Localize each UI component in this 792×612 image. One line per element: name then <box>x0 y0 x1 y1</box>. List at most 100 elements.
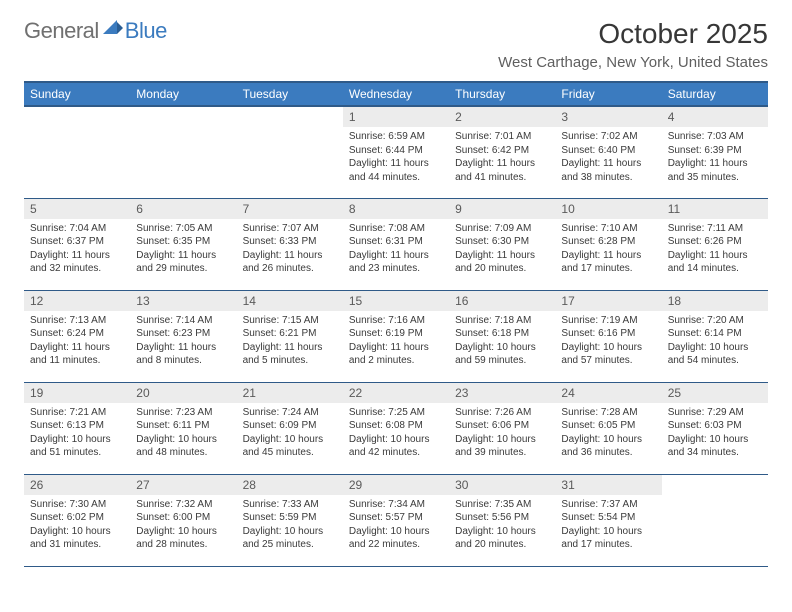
daylight-line: Daylight: 10 hours and 59 minutes. <box>455 341 549 368</box>
sunset-line: Sunset: 6:26 PM <box>668 235 762 249</box>
sunset-line: Sunset: 6:00 PM <box>136 511 230 525</box>
day-number: 18 <box>662 291 768 311</box>
calendar-cell: 23Sunrise: 7:26 AMSunset: 6:06 PMDayligh… <box>449 382 555 474</box>
sunset-line: Sunset: 6:16 PM <box>561 327 655 341</box>
day-number: 30 <box>449 475 555 495</box>
sunrise-line: Sunrise: 7:05 AM <box>136 222 230 236</box>
sunrise-line: Sunrise: 7:28 AM <box>561 406 655 420</box>
day-number: 22 <box>343 383 449 403</box>
sunset-line: Sunset: 6:05 PM <box>561 419 655 433</box>
sunset-line: Sunset: 5:54 PM <box>561 511 655 525</box>
calendar-cell: 3Sunrise: 7:02 AMSunset: 6:40 PMDaylight… <box>555 106 661 198</box>
cell-body: Sunrise: 7:02 AMSunset: 6:40 PMDaylight:… <box>555 127 661 188</box>
sunrise-line: Sunrise: 7:09 AM <box>455 222 549 236</box>
calendar-cell: 27Sunrise: 7:32 AMSunset: 6:00 PMDayligh… <box>130 474 236 566</box>
sunrise-line: Sunrise: 7:13 AM <box>30 314 124 328</box>
daylight-line: Daylight: 10 hours and 51 minutes. <box>30 433 124 460</box>
daylight-line: Daylight: 11 hours and 38 minutes. <box>561 157 655 184</box>
calendar-cell: 6Sunrise: 7:05 AMSunset: 6:35 PMDaylight… <box>130 198 236 290</box>
day-number: 8 <box>343 199 449 219</box>
daylight-line: Daylight: 11 hours and 23 minutes. <box>349 249 443 276</box>
sunrise-line: Sunrise: 6:59 AM <box>349 130 443 144</box>
sunrise-line: Sunrise: 7:35 AM <box>455 498 549 512</box>
calendar-cell: 28Sunrise: 7:33 AMSunset: 5:59 PMDayligh… <box>237 474 343 566</box>
calendar-cell: 11Sunrise: 7:11 AMSunset: 6:26 PMDayligh… <box>662 198 768 290</box>
daylight-line: Daylight: 11 hours and 11 minutes. <box>30 341 124 368</box>
logo-text-blue: Blue <box>125 18 167 44</box>
daylight-line: Daylight: 10 hours and 17 minutes. <box>561 525 655 552</box>
cell-body: Sunrise: 7:16 AMSunset: 6:19 PMDaylight:… <box>343 311 449 372</box>
daylight-line: Daylight: 11 hours and 20 minutes. <box>455 249 549 276</box>
calendar-cell: 7Sunrise: 7:07 AMSunset: 6:33 PMDaylight… <box>237 198 343 290</box>
sunrise-line: Sunrise: 7:32 AM <box>136 498 230 512</box>
sunset-line: Sunset: 5:56 PM <box>455 511 549 525</box>
day-number: 9 <box>449 199 555 219</box>
sunset-line: Sunset: 6:03 PM <box>668 419 762 433</box>
cell-body: Sunrise: 7:14 AMSunset: 6:23 PMDaylight:… <box>130 311 236 372</box>
day-number: 31 <box>555 475 661 495</box>
day-number: 25 <box>662 383 768 403</box>
daylight-line: Daylight: 10 hours and 54 minutes. <box>668 341 762 368</box>
calendar-cell <box>237 106 343 198</box>
calendar-cell: 21Sunrise: 7:24 AMSunset: 6:09 PMDayligh… <box>237 382 343 474</box>
calendar-cell: 25Sunrise: 7:29 AMSunset: 6:03 PMDayligh… <box>662 382 768 474</box>
calendar-week-row: 5Sunrise: 7:04 AMSunset: 6:37 PMDaylight… <box>24 198 768 290</box>
day-number: 15 <box>343 291 449 311</box>
sunset-line: Sunset: 6:23 PM <box>136 327 230 341</box>
calendar-cell: 9Sunrise: 7:09 AMSunset: 6:30 PMDaylight… <box>449 198 555 290</box>
calendar-cell: 13Sunrise: 7:14 AMSunset: 6:23 PMDayligh… <box>130 290 236 382</box>
sunset-line: Sunset: 5:59 PM <box>243 511 337 525</box>
cell-body: Sunrise: 7:32 AMSunset: 6:00 PMDaylight:… <box>130 495 236 556</box>
daylight-line: Daylight: 10 hours and 34 minutes. <box>668 433 762 460</box>
sunset-line: Sunset: 6:19 PM <box>349 327 443 341</box>
weekday-header: Thursday <box>449 82 555 106</box>
calendar-cell: 20Sunrise: 7:23 AMSunset: 6:11 PMDayligh… <box>130 382 236 474</box>
calendar-table: Sunday Monday Tuesday Wednesday Thursday… <box>24 81 768 567</box>
daylight-line: Daylight: 10 hours and 48 minutes. <box>136 433 230 460</box>
day-number: 3 <box>555 107 661 127</box>
sunset-line: Sunset: 6:24 PM <box>30 327 124 341</box>
cell-body: Sunrise: 7:25 AMSunset: 6:08 PMDaylight:… <box>343 403 449 464</box>
sunrise-line: Sunrise: 7:20 AM <box>668 314 762 328</box>
weekday-header: Wednesday <box>343 82 449 106</box>
sunrise-line: Sunrise: 7:30 AM <box>30 498 124 512</box>
header: General Blue October 2025 West Carthage,… <box>24 18 768 71</box>
cell-body: Sunrise: 7:19 AMSunset: 6:16 PMDaylight:… <box>555 311 661 372</box>
day-number: 27 <box>130 475 236 495</box>
sunrise-line: Sunrise: 7:19 AM <box>561 314 655 328</box>
daylight-line: Daylight: 11 hours and 32 minutes. <box>30 249 124 276</box>
calendar-cell: 18Sunrise: 7:20 AMSunset: 6:14 PMDayligh… <box>662 290 768 382</box>
calendar-week-row: 12Sunrise: 7:13 AMSunset: 6:24 PMDayligh… <box>24 290 768 382</box>
calendar-cell: 8Sunrise: 7:08 AMSunset: 6:31 PMDaylight… <box>343 198 449 290</box>
day-number: 12 <box>24 291 130 311</box>
sunrise-line: Sunrise: 7:23 AM <box>136 406 230 420</box>
calendar-cell: 29Sunrise: 7:34 AMSunset: 5:57 PMDayligh… <box>343 474 449 566</box>
sunset-line: Sunset: 6:33 PM <box>243 235 337 249</box>
sunset-line: Sunset: 6:28 PM <box>561 235 655 249</box>
sunrise-line: Sunrise: 7:24 AM <box>243 406 337 420</box>
cell-body: Sunrise: 7:30 AMSunset: 6:02 PMDaylight:… <box>24 495 130 556</box>
sunset-line: Sunset: 6:44 PM <box>349 144 443 158</box>
day-number: 21 <box>237 383 343 403</box>
cell-body: Sunrise: 7:13 AMSunset: 6:24 PMDaylight:… <box>24 311 130 372</box>
daylight-line: Daylight: 10 hours and 39 minutes. <box>455 433 549 460</box>
cell-body: Sunrise: 7:07 AMSunset: 6:33 PMDaylight:… <box>237 219 343 280</box>
day-number: 16 <box>449 291 555 311</box>
sunrise-line: Sunrise: 7:02 AM <box>561 130 655 144</box>
cell-body: Sunrise: 7:11 AMSunset: 6:26 PMDaylight:… <box>662 219 768 280</box>
cell-body: Sunrise: 7:26 AMSunset: 6:06 PMDaylight:… <box>449 403 555 464</box>
cell-body: Sunrise: 7:18 AMSunset: 6:18 PMDaylight:… <box>449 311 555 372</box>
day-number: 29 <box>343 475 449 495</box>
weekday-header: Sunday <box>24 82 130 106</box>
day-number: 17 <box>555 291 661 311</box>
sunrise-line: Sunrise: 7:33 AM <box>243 498 337 512</box>
cell-body: Sunrise: 7:28 AMSunset: 6:05 PMDaylight:… <box>555 403 661 464</box>
day-number: 28 <box>237 475 343 495</box>
calendar-cell <box>130 106 236 198</box>
cell-body: Sunrise: 7:20 AMSunset: 6:14 PMDaylight:… <box>662 311 768 372</box>
sunset-line: Sunset: 5:57 PM <box>349 511 443 525</box>
sunrise-line: Sunrise: 7:01 AM <box>455 130 549 144</box>
daylight-line: Daylight: 10 hours and 28 minutes. <box>136 525 230 552</box>
weekday-header: Saturday <box>662 82 768 106</box>
calendar-cell: 24Sunrise: 7:28 AMSunset: 6:05 PMDayligh… <box>555 382 661 474</box>
